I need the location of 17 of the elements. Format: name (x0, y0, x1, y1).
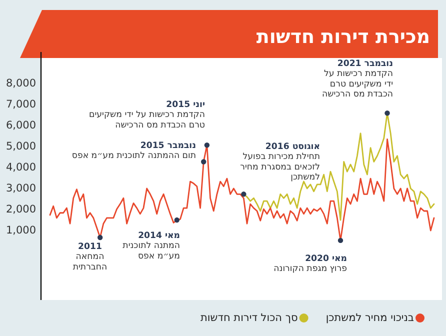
legend-label: סך הכול דירות חדשות (200, 312, 298, 324)
y-tick-label: 6,000 (6, 119, 36, 132)
annotation: נובמבר 2015 תום ההמתנה לתוכנית מע״מ אפס (72, 141, 196, 162)
annotation: אוגוסט 2016 תחילת מכירות בפועל לזכאים במסגרת מחיר למשתכן (240, 142, 320, 183)
y-tick-label: 7,000 (6, 98, 36, 110)
annotation: מאי 2014 המתנה לתוכנית מע״מ אפס (122, 231, 180, 262)
legend-label: בניכוי מחיר למשתכן (326, 312, 414, 324)
annotation: מאי 2020 פרוץ מגפת הקורונה (274, 254, 347, 274)
y-tick-label: 5,000 (6, 140, 36, 152)
y-tick-label: 4,000 (6, 161, 36, 174)
chart-title: מכירת דירות חדשות (256, 26, 430, 48)
y-tick-label: 1,000 (6, 224, 36, 237)
annotation: נובמבר 2021 הקדמת רכישות על ידי משקיעים טרם הכבדת מס הרכישה (322, 59, 394, 100)
y-tick-label: 8,000 (6, 77, 36, 90)
y-tick-label: 3,000 (6, 182, 36, 194)
y-tick-label: 2,000 (6, 204, 36, 216)
annotation: יוני 2015 הקדמת רכישות על ידי משקיעים טרם הכבדת מס הרכישה (89, 100, 206, 130)
